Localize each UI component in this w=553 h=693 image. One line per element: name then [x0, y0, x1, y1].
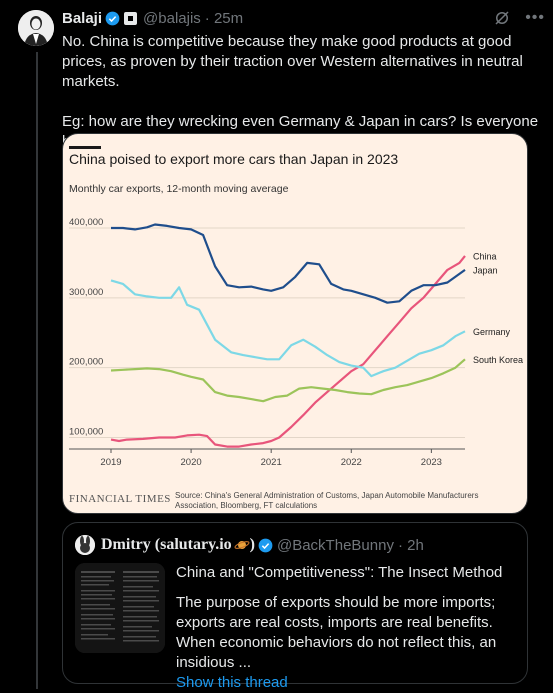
y-tick-label: 100,000: [69, 427, 103, 438]
grok-icon[interactable]: [493, 9, 511, 27]
y-tick-label: 400,000: [69, 217, 103, 228]
verified-badge-icon: [105, 11, 120, 25]
x-tick-label: 2020: [181, 457, 202, 468]
series-label: South Korea: [473, 355, 523, 365]
bunny-avatar-icon: [75, 535, 95, 555]
author-avatar[interactable]: [18, 10, 54, 46]
series-label: Japan: [473, 265, 498, 275]
quote-avatar[interactable]: [75, 535, 95, 555]
quote-author-name[interactable]: Dmitry (salutary.io: [101, 536, 232, 553]
verified-badge-icon: [258, 538, 273, 552]
more-options-icon[interactable]: •••: [525, 9, 545, 26]
series-line-japan: [111, 223, 466, 304]
source-brand: FINANCIAL TIMES: [69, 493, 171, 505]
quote-author-name-suffix: ): [249, 536, 255, 553]
quote-body: The purpose of exports should be more im…: [176, 594, 497, 671]
series-label: China: [473, 251, 497, 261]
x-tick-label: 2023: [421, 457, 442, 468]
author-name[interactable]: Balaji: [62, 9, 103, 27]
source-note-2: Association, Bloomberg, FT calculations: [175, 501, 317, 510]
chart-subtitle: Monthly car exports, 12-month moving ave…: [69, 183, 289, 195]
series-line-south-korea: [110, 358, 466, 403]
x-tick-label: 2021: [261, 457, 282, 468]
quote-text: China and "Competitiveness": The Insect …: [176, 563, 516, 693]
document-thumbnail-icon: [75, 563, 165, 653]
planet-emoji-icon: [234, 541, 250, 549]
y-tick-label: 200,000: [69, 357, 103, 368]
source-note-1: Source: China's General Administration o…: [175, 491, 478, 500]
y-tick-label: 300,000: [69, 287, 103, 298]
x-tick-label: 2022: [341, 457, 362, 468]
tweet-header: Balaji @balajis · 25m •••: [62, 8, 545, 28]
quote-thumbnail[interactable]: [75, 563, 165, 653]
thread-line: [36, 52, 38, 689]
quoted-tweet[interactable]: Dmitry (salutary.io ) @BackTheBunny · 2h: [62, 522, 528, 691]
show-thread-link[interactable]: Show this thread: [176, 674, 288, 691]
line-chart: China poised to export more cars than Ja…: [69, 146, 523, 510]
quote-header: Dmitry (salutary.io ) @BackTheBunny · 2h: [75, 535, 424, 555]
quote-author-handle[interactable]: @BackTheBunny: [276, 536, 394, 554]
person-icon: [18, 10, 54, 46]
chart-image[interactable]: China poised to export more cars than Ja…: [62, 133, 528, 514]
ft-rule: [69, 146, 101, 149]
series-line-china: [110, 255, 466, 448]
quote-title: China and "Competitiveness": The Insect …: [176, 564, 503, 581]
series-label: Germany: [473, 327, 511, 337]
affiliate-badge-icon: [124, 11, 138, 25]
author-handle[interactable]: @balajis: [143, 9, 201, 27]
tweet-time[interactable]: · 25m: [204, 9, 244, 27]
quote-time[interactable]: · 2h: [397, 536, 424, 554]
chart-title: China poised to export more cars than Ja…: [69, 151, 398, 167]
x-tick-label: 2019: [100, 457, 121, 468]
series-line-germany: [110, 279, 466, 378]
